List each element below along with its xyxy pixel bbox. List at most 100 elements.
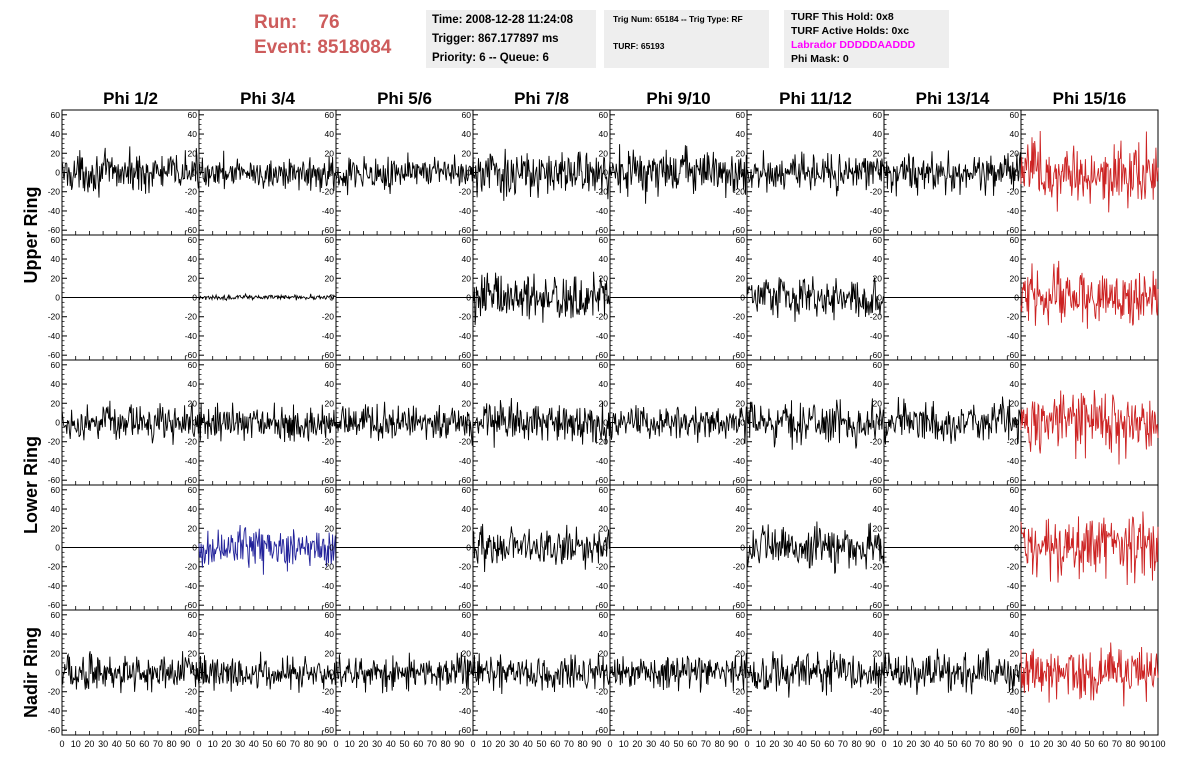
y-tick-label: -60 [185,225,198,235]
phi-mask-text: Phi Mask: 0 [791,53,849,65]
y-tick-label: -20 [185,437,198,447]
y-tick-label: -20 [48,562,61,572]
y-tick-label: 20 [736,523,746,533]
y-tick-label: 40 [873,629,883,639]
run-event-box: Run: 76 Event: 8518084 [254,10,391,60]
y-tick-label: 60 [873,110,883,120]
waveform-trace [883,396,1022,445]
y-tick-label: 40 [873,379,883,389]
y-tick-label: 20 [188,648,198,658]
y-tick-label: 40 [51,254,61,264]
y-tick-label: 60 [599,610,609,620]
y-tick-label: 20 [1010,148,1020,158]
y-tick-label: 60 [51,360,61,370]
y-tick-label: 60 [1010,360,1020,370]
y-tick-label: 60 [188,110,198,120]
y-tick-label: 60 [873,360,883,370]
waveform-trace [746,521,885,574]
y-tick-label: 60 [599,110,609,120]
column-header: Phi 1/2 [103,89,158,108]
y-tick-label: -60 [870,225,883,235]
y-tick-label: -40 [459,206,472,216]
waveform-trace [198,651,337,693]
waveform-trace [883,648,1022,695]
priority-text: Priority: 6 -- Queue: 6 [432,52,549,64]
y-tick-label: 0 [603,293,608,303]
x-tick-label: 40 [523,739,533,749]
y-tick-label: 20 [873,398,883,408]
y-tick-label: 20 [462,148,472,158]
column-header: Phi 9/10 [646,89,710,108]
waveform-trace [61,400,200,445]
x-tick-label: 80 [441,739,451,749]
y-tick-label: -60 [596,350,609,360]
y-tick-label: 40 [51,129,61,139]
y-tick-label: 40 [325,129,335,139]
x-tick-label: 60 [824,739,834,749]
y-tick-label: -20 [733,187,746,197]
y-tick-label: 60 [51,610,61,620]
y-tick-label: 0 [1014,168,1019,178]
y-tick-label: 0 [329,543,334,553]
y-tick-label: -60 [322,475,335,485]
run-label: Run: [254,12,298,33]
x-tick-label: 40 [1071,739,1081,749]
x-tick-label: 90 [591,739,601,749]
y-tick-label: 20 [1010,398,1020,408]
y-tick-label: 0 [329,168,334,178]
y-tick-label: 60 [51,235,61,245]
x-tick-label: 70 [838,739,848,749]
y-tick-label: 0 [329,293,334,303]
y-tick-label: -20 [48,437,61,447]
y-tick-label: -20 [459,687,472,697]
y-tick-label: -40 [322,331,335,341]
waveform-trace [746,398,885,450]
waveform-trace [335,401,474,446]
y-tick-label: -20 [185,187,198,197]
x-tick-label: 80 [1126,739,1136,749]
y-tick-label: -20 [459,437,472,447]
y-tick-label: 60 [736,360,746,370]
y-tick-label: -40 [870,581,883,591]
y-tick-label: 40 [736,129,746,139]
trigger-text: Trigger: 867.177897 ms [432,33,559,45]
waveform-trace [335,651,474,694]
y-tick-label: 60 [462,360,472,370]
y-tick-label: 20 [51,648,61,658]
waveform-trace [472,148,611,201]
y-tick-label: -60 [733,725,746,735]
x-tick-label: 70 [564,739,574,749]
y-tick-label: 40 [325,254,335,264]
y-tick-label: 20 [736,398,746,408]
y-tick-label: 20 [51,523,61,533]
y-tick-label: 0 [55,168,60,178]
y-tick-label: -60 [1007,600,1020,610]
y-tick-label: -40 [733,456,746,466]
y-tick-label: 40 [599,379,609,389]
x-tick-label: 40 [112,739,122,749]
ring-label: Upper Ring [21,187,41,284]
y-tick-label: -40 [322,206,335,216]
x-tick-label: 70 [975,739,985,749]
x-tick-label: 50 [536,739,546,749]
y-tick-label: 60 [188,235,198,245]
x-tick-label: 30 [783,739,793,749]
y-tick-label: -40 [870,706,883,716]
y-tick-label: 40 [599,504,609,514]
waveform-trace [61,146,200,198]
y-tick-label: 60 [188,360,198,370]
x-tick-label: 50 [810,739,820,749]
y-tick-label: 0 [55,668,60,678]
y-tick-label: 20 [1010,648,1020,658]
y-tick-label: -40 [596,331,609,341]
y-tick-label: 40 [736,504,746,514]
x-tick-label: 20 [358,739,368,749]
y-tick-label: 60 [188,610,198,620]
y-tick-label: 0 [192,543,197,553]
y-tick-label: -60 [322,225,335,235]
y-tick-label: -60 [1007,475,1020,485]
y-tick-label: 0 [1014,668,1019,678]
x-tick-label: 50 [947,739,957,749]
x-tick-label: 0 [333,739,338,749]
y-tick-label: -40 [48,456,61,466]
